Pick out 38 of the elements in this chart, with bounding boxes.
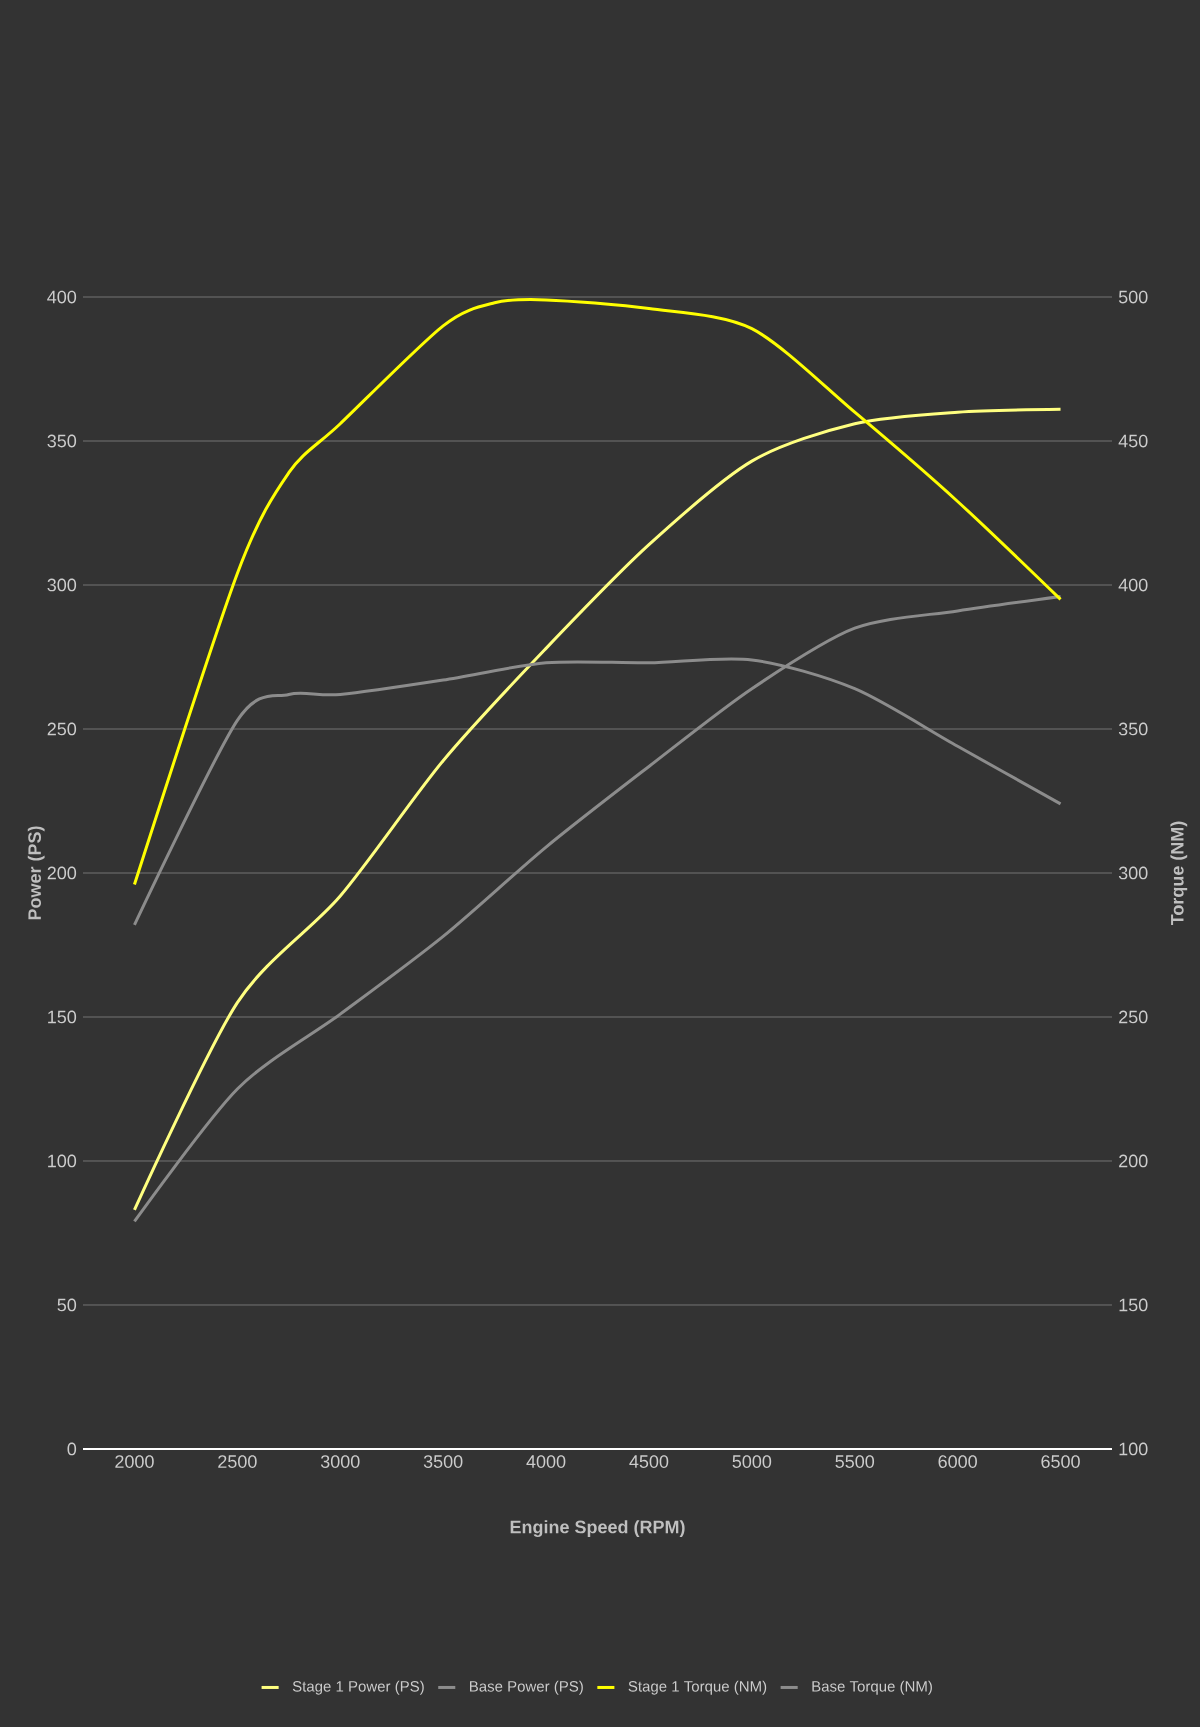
x-tick-label: 3500 xyxy=(423,1455,463,1468)
y-tick-label: 0 xyxy=(67,1442,77,1456)
line-series xyxy=(132,298,1063,887)
y-tick-label: 250 xyxy=(47,722,77,736)
y2-tick-label: 500 xyxy=(1118,290,1148,304)
x-tick-label: 6500 xyxy=(1041,1455,1080,1468)
legend-label: Base Power (PS) xyxy=(470,1680,583,1695)
y-axis-title: Power (PS) xyxy=(27,826,45,920)
x-tick-label: 5500 xyxy=(835,1455,875,1468)
x-tick-label: 6000 xyxy=(938,1455,977,1468)
x-tick-label: 4500 xyxy=(629,1455,669,1468)
y2-tick-label: 150 xyxy=(1119,1298,1148,1312)
x-axis-title: Engine Speed (RPM) xyxy=(510,1520,685,1537)
legend-label: Base Torque (NM) xyxy=(812,1680,932,1695)
y2-tick-label: 400 xyxy=(1118,578,1148,592)
line-series xyxy=(132,595,1063,1223)
y2-tick-label: 200 xyxy=(1119,1154,1148,1168)
y-tick-label: 150 xyxy=(48,1010,77,1024)
x-tick-label: 2500 xyxy=(218,1455,257,1468)
y2-tick-label: 450 xyxy=(1118,434,1148,448)
x-tick-label: 3000 xyxy=(320,1455,360,1468)
y2-tick-label: 350 xyxy=(1118,722,1148,736)
legend-label: Stage 1 Torque (NM) xyxy=(628,1680,767,1695)
y2-tick-label: 300 xyxy=(1118,866,1148,880)
legend-label: Stage 1 Power (PS) xyxy=(292,1680,424,1695)
x-tick-label: 2000 xyxy=(115,1455,154,1468)
y2-axis-title: Torque (NM) xyxy=(1170,821,1188,926)
line-series xyxy=(132,407,1063,1212)
y2-tick-label: 100 xyxy=(1119,1442,1148,1456)
x-tick-label: 4000 xyxy=(526,1455,566,1468)
y-tick-label: 200 xyxy=(47,866,77,880)
y-tick-label: 400 xyxy=(47,290,77,304)
y-tick-label: 100 xyxy=(48,1154,77,1168)
y-tick-label: 300 xyxy=(47,578,77,592)
y2-tick-label: 250 xyxy=(1119,1010,1148,1024)
y-tick-label: 50 xyxy=(57,1298,77,1312)
y-tick-label: 350 xyxy=(47,434,77,448)
x-tick-label: 5000 xyxy=(732,1455,772,1468)
